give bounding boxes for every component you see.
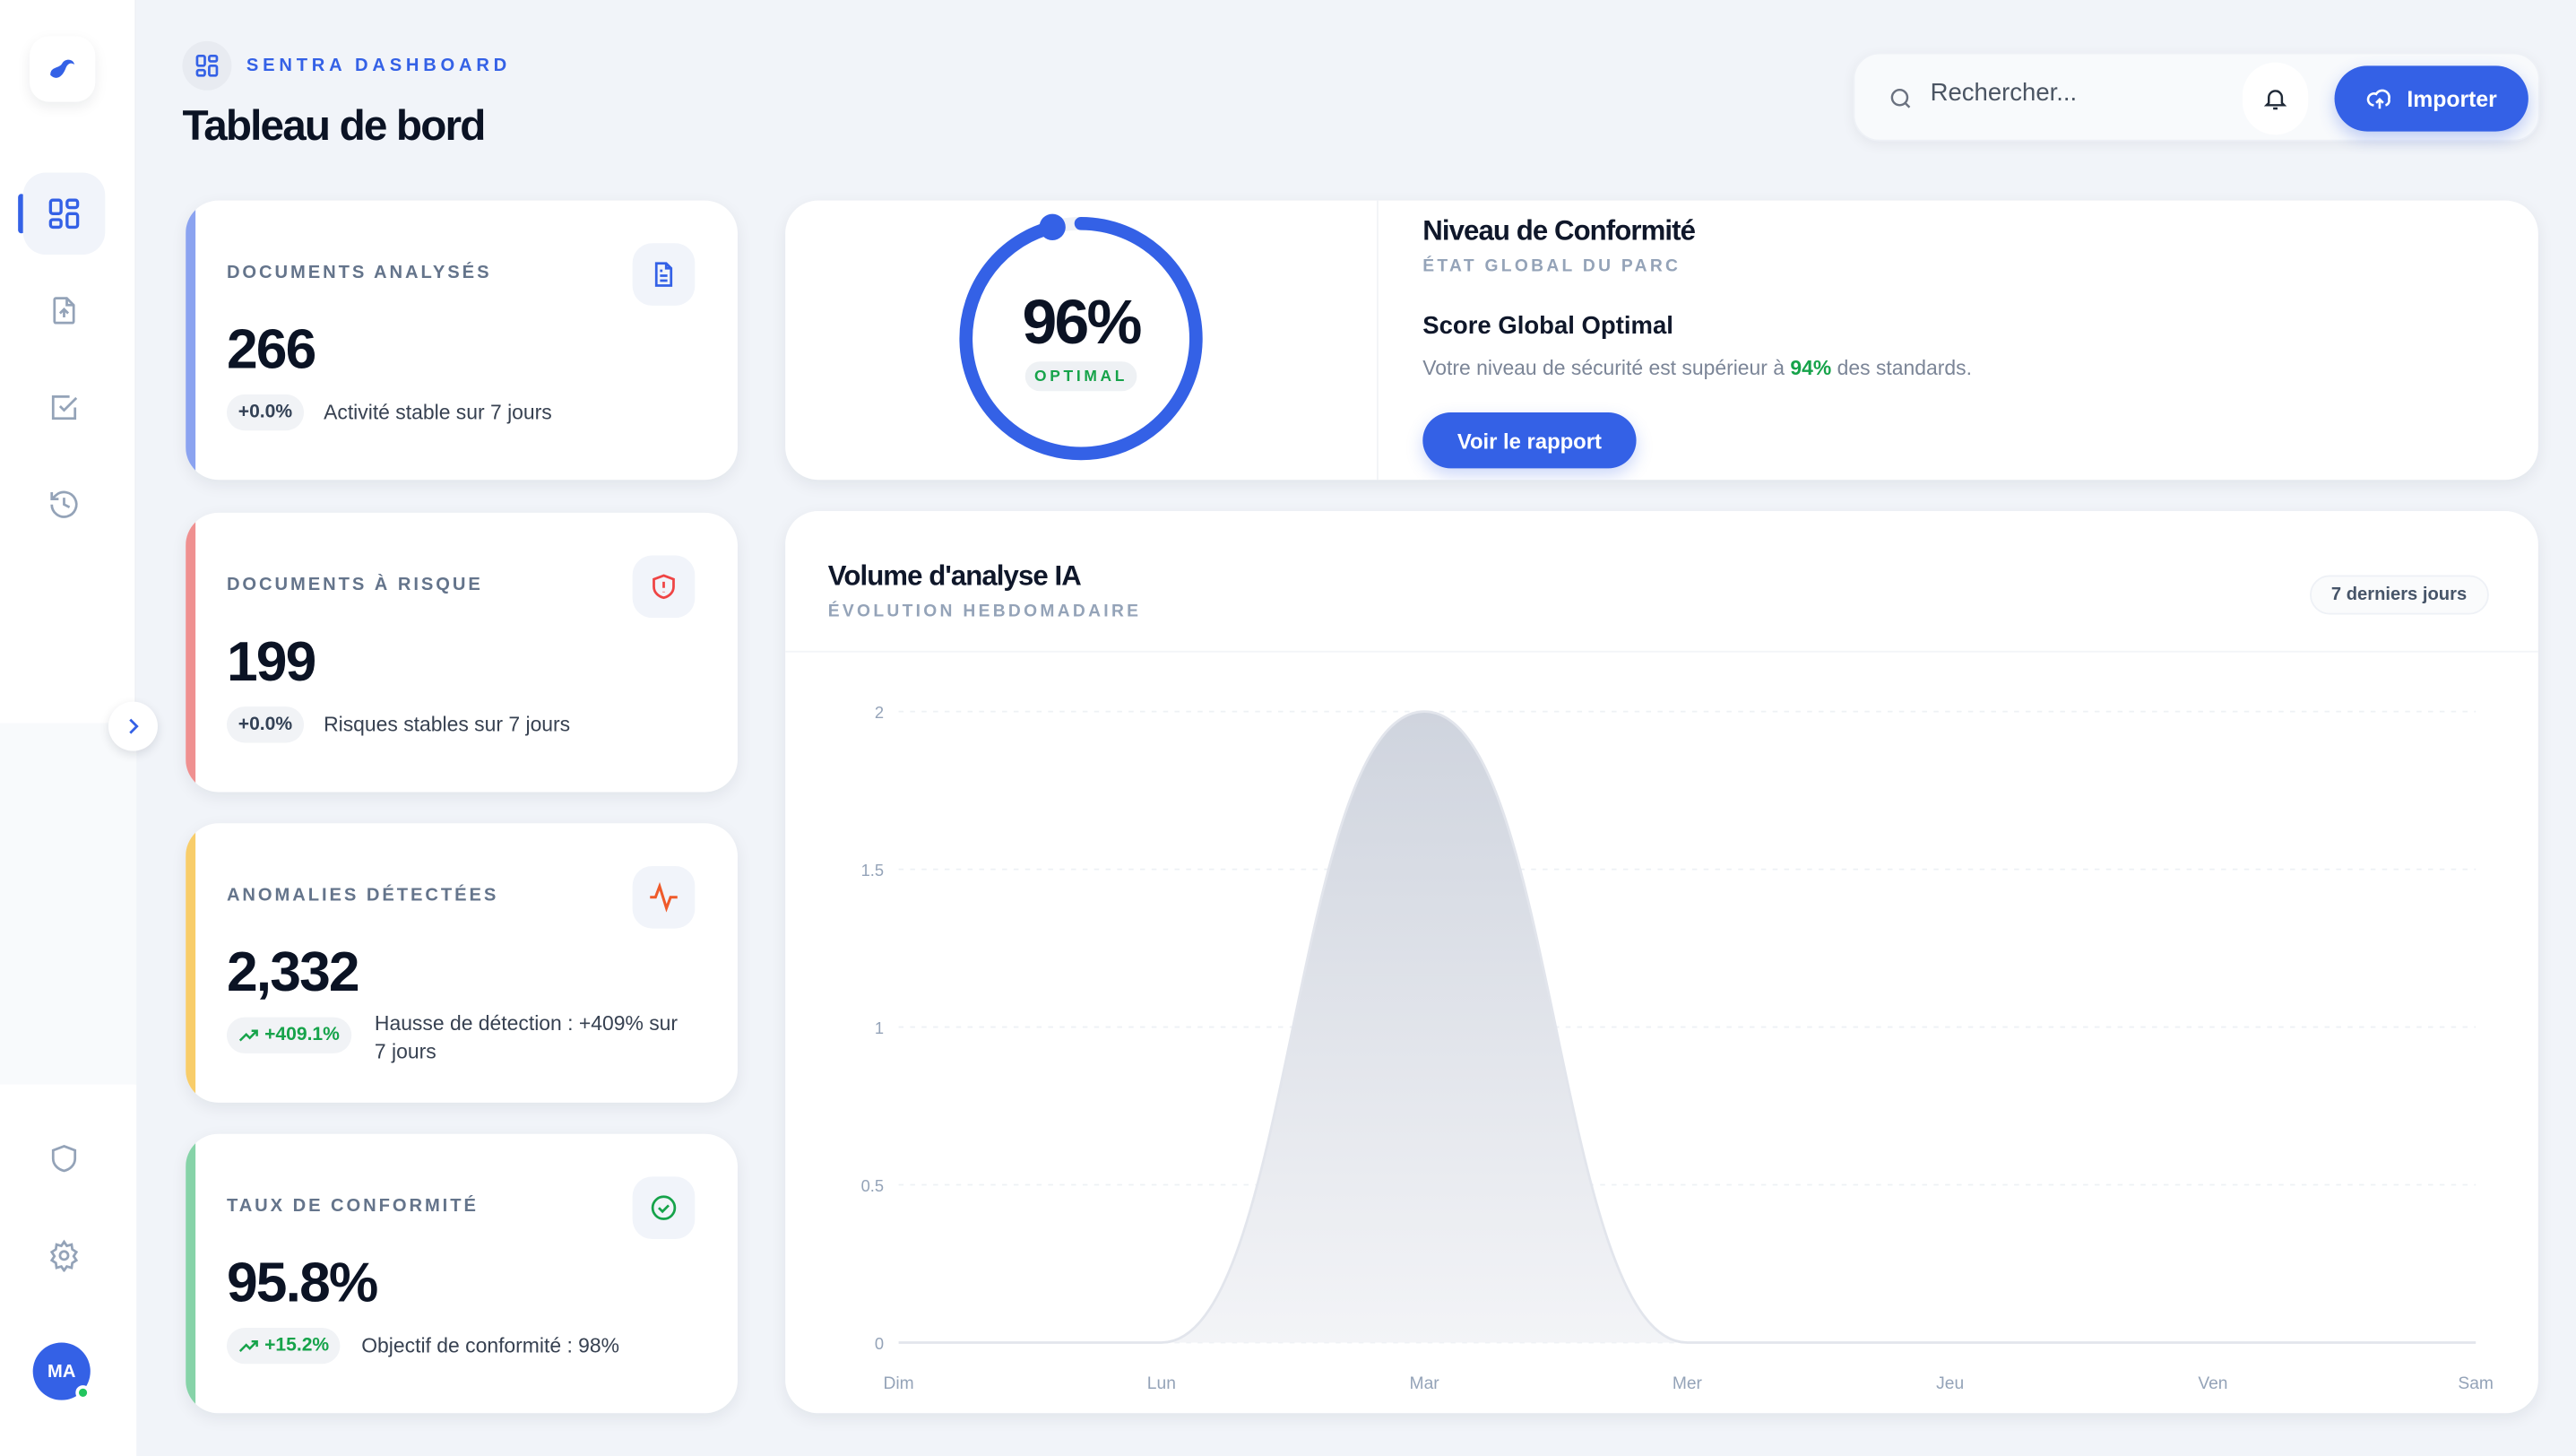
compliance-subtitle: ÉTAT GLOBAL DU PARC	[1422, 256, 1681, 276]
x-tick-label: Jeu	[1936, 1374, 1964, 1393]
shield-icon	[51, 1144, 77, 1173]
checkbox-icon	[51, 394, 78, 420]
stat-accent-bar	[186, 823, 196, 1103]
stat-label: TAUX DE CONFORMITÉ	[226, 1196, 479, 1217]
stat-label: DOCUMENTS ANALYSÉS	[226, 263, 492, 283]
x-tick-label: Ven	[2198, 1374, 2227, 1393]
chart-title: Volume d'analyse IA	[827, 560, 1082, 592]
stat-label: ANOMALIES DÉTECTÉES	[226, 885, 499, 906]
chart-subtitle: ÉVOLUTION HEBDOMADAIRE	[827, 601, 1142, 621]
compliance-card: 96% OPTIMAL Niveau de Conformité ÉTAT GL…	[785, 200, 2538, 481]
history-icon	[50, 490, 78, 518]
search-icon	[1890, 88, 1911, 108]
notifications-button[interactable]	[2242, 62, 2309, 135]
stat-description: Activité stable sur 7 jours	[324, 401, 552, 424]
search-input[interactable]	[1930, 78, 2226, 108]
sidebar-item-dashboard[interactable]	[22, 172, 106, 256]
x-tick-label: Dim	[884, 1374, 914, 1393]
stat-value: 95.8%	[226, 1252, 378, 1315]
compliance-title: Niveau de Conformité	[1422, 215, 1696, 247]
chart-plot: 0 0.5 1 1.5 2 Dim Lun Mar Mer Jeu Ven Sam	[861, 703, 2494, 1393]
trend-up-icon	[238, 1029, 258, 1042]
y-tick-label: 0	[875, 1334, 884, 1353]
sidebar-item-security[interactable]	[23, 1117, 106, 1200]
stat-value: 266	[226, 318, 316, 382]
stat-accent-bar	[186, 1133, 196, 1414]
activity-icon	[632, 865, 696, 929]
sidebar-item-tasks[interactable]	[23, 367, 106, 449]
view-report-button[interactable]: Voir le rapport	[1422, 412, 1637, 469]
status-badge: OPTIMAL	[1024, 361, 1137, 392]
sidebar-item-history[interactable]	[23, 464, 106, 546]
stat-card: ANOMALIES DÉTECTÉES 2,332 +409.1% Hausse…	[186, 823, 738, 1103]
stat-accent-bar	[186, 200, 196, 481]
y-tick-label: 1.5	[861, 861, 884, 880]
top-toolbar: Importer	[1853, 52, 2540, 142]
dashboard-grid-icon	[195, 54, 219, 77]
dashboard-grid-icon	[48, 198, 80, 230]
stat-card: TAUX DE CONFORMITÉ 95.8% +15.2% Objectif…	[186, 1133, 738, 1414]
bell-icon	[2263, 90, 2287, 110]
stat-description: Hausse de détection : +409% sur 7 jours	[374, 1012, 679, 1063]
stat-description: Objectif de conformité : 98%	[361, 1334, 620, 1357]
sidebar-item-settings[interactable]	[23, 1215, 106, 1297]
stat-accent-bar	[186, 512, 196, 793]
trend-up-icon	[238, 1339, 258, 1352]
stat-change-badge: +0.0%	[226, 706, 304, 743]
stat-description: Risques stables sur 7 jours	[324, 713, 571, 737]
breadcrumb: SENTRA DASHBOARD	[246, 56, 512, 76]
compliance-ring-knob	[1039, 213, 1066, 240]
import-button[interactable]: Importer	[2334, 65, 2528, 132]
divider	[1376, 200, 1379, 481]
stat-card: DOCUMENTS ANALYSÉS 266 +0.0% Activité st…	[186, 200, 738, 481]
compliance-heading: Score Global Optimal	[1422, 312, 1673, 341]
x-tick-label: Mar	[1410, 1374, 1440, 1393]
sidebar-item-upload[interactable]	[23, 270, 106, 352]
cloud-upload-icon	[2366, 88, 2391, 108]
area-series-line	[898, 710, 2477, 1344]
compliance-ring-progress	[959, 216, 1203, 461]
collapse-sidebar-button[interactable]	[108, 701, 158, 751]
stat-value: 2,332	[226, 941, 360, 1004]
online-status-dot	[75, 1385, 91, 1400]
compliance-ring	[959, 213, 1203, 461]
compliance-text: Votre niveau de sécurité est supérieur à…	[1422, 356, 1972, 380]
x-tick-label: Sam	[2458, 1374, 2494, 1393]
stat-change-badge: +15.2%	[226, 1327, 341, 1365]
chevron-right-icon	[129, 718, 139, 734]
active-indicator	[18, 194, 25, 234]
file-upload-icon	[53, 297, 75, 325]
app-logo[interactable]	[29, 36, 96, 102]
stat-value: 199	[226, 630, 316, 694]
area-series	[898, 711, 2477, 1343]
x-tick-label: Mer	[1673, 1374, 1703, 1393]
y-tick-label: 0.5	[861, 1176, 884, 1195]
compliance-score: 96%	[1022, 289, 1142, 359]
x-tick-label: Lun	[1147, 1374, 1176, 1393]
shield-alert-icon	[632, 555, 696, 619]
document-icon	[632, 243, 696, 306]
y-tick-label: 2	[875, 703, 884, 722]
breadcrumb-icon	[182, 40, 232, 91]
check-circle-icon	[632, 1176, 696, 1240]
stat-label: DOCUMENTS À RISQUE	[226, 575, 483, 595]
user-avatar[interactable]: MA	[32, 1342, 91, 1400]
date-range-selector[interactable]: 7 derniers jours	[2310, 575, 2489, 615]
gear-icon	[49, 1239, 79, 1272]
stat-change-badge: +0.0%	[226, 394, 304, 431]
stat-card: DOCUMENTS À RISQUE 199 +0.0% Risques sta…	[186, 512, 738, 793]
analysis-volume-chart: Volume d'analyse IA ÉVOLUTION HEBDOMADAI…	[785, 511, 2538, 1414]
page-title: Tableau de bord	[182, 100, 486, 150]
stat-change-badge: +409.1%	[226, 1017, 351, 1053]
y-tick-label: 1	[875, 1018, 884, 1037]
